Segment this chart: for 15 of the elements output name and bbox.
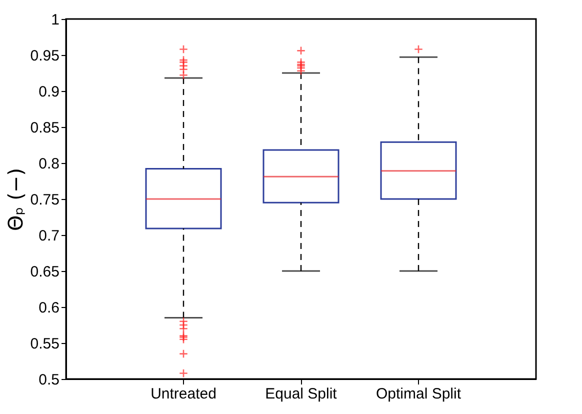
y-tick-label: 0.7 xyxy=(38,228,60,244)
y-tick-label: 0.8 xyxy=(38,156,60,172)
y-tick-label: 0.75 xyxy=(30,192,60,208)
y-tick-label: 0.9 xyxy=(38,84,60,100)
x-tick-label: Untreated xyxy=(150,386,216,402)
y-tick-label: 0.95 xyxy=(30,48,60,64)
x-tick-label: Optimal Split xyxy=(376,386,462,402)
y-tick-label: 1 xyxy=(51,12,60,28)
y-axis-title: Θₚ (−) xyxy=(3,168,28,232)
y-tick-label: 0.65 xyxy=(30,264,60,280)
y-tick-label: 0.85 xyxy=(30,120,60,136)
y-tick-label: 0.6 xyxy=(38,300,60,316)
y-tick-label: 0.55 xyxy=(30,336,60,352)
x-tick-label: Equal Split xyxy=(265,386,338,402)
y-tick-label: 0.5 xyxy=(38,372,60,388)
